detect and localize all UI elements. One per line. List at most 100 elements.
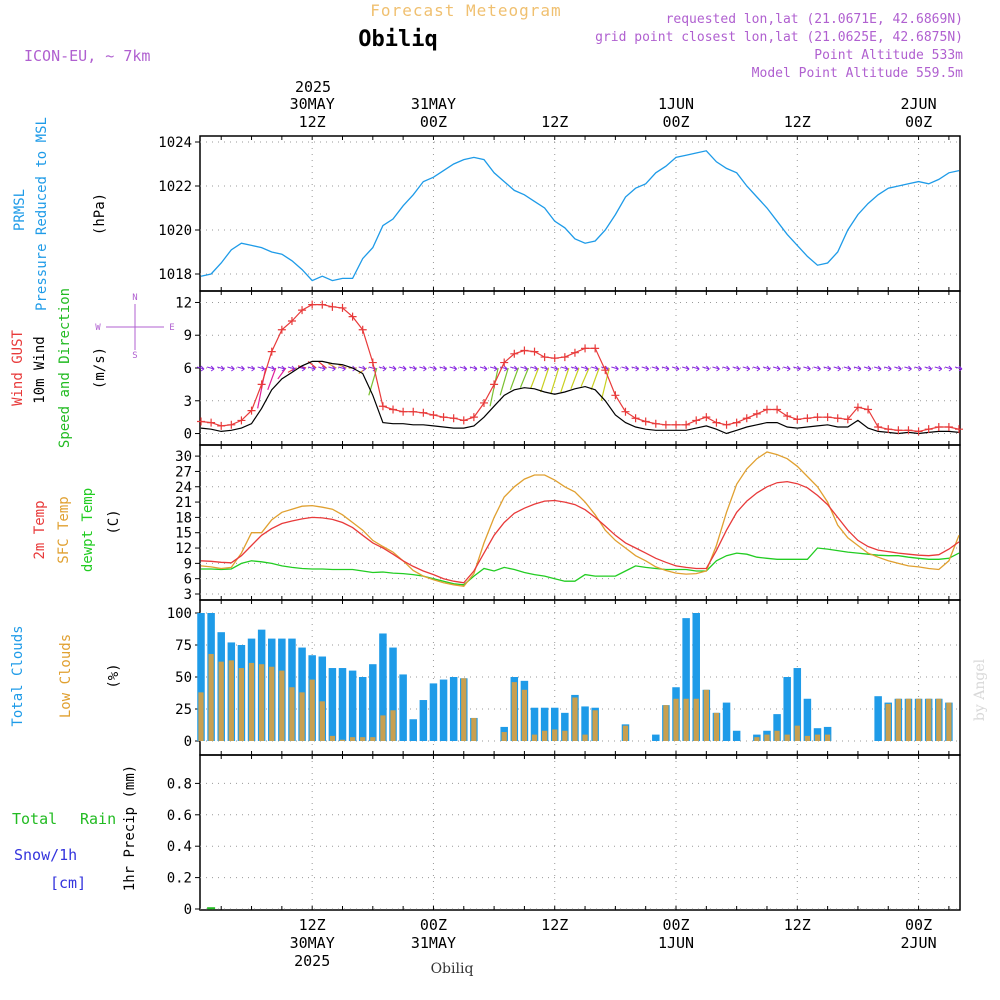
low-cloud-bar [329,735,336,741]
precip-label-total: Total [12,810,57,828]
gust-marker [803,414,812,423]
gust-marker [368,358,377,367]
y-tick-label: 21 [175,495,192,511]
gust-marker [449,414,458,423]
low-cloud-bar [915,698,922,741]
total-cloud-bar [338,668,347,741]
bottom-date-label: 2JUN [901,934,937,952]
footer-location: Obiliq [431,961,474,977]
temp-label-1: 2m Temp [32,500,48,559]
direction-arrow [813,365,821,372]
direction-arrow [429,365,437,372]
y-tick-label: 3 [184,587,192,603]
gust-marker [530,347,539,356]
direction-arrow [308,365,316,372]
gust-marker [409,407,418,416]
gust-marker [217,421,226,430]
y-tick-label: 0.2 [167,871,192,887]
low-cloud-bar [259,664,265,741]
low-cloud-bar [390,710,396,741]
compass-s: S [132,351,137,361]
direction-arrow [287,365,296,372]
pressure-frame [199,135,961,292]
direction-arrow [520,365,528,372]
total-cloud-bar [369,664,377,741]
gust-marker [934,422,943,431]
low-cloud-bar [238,668,245,741]
low-cloud-bar [673,698,679,741]
gust-marker [843,415,852,424]
y-tick-label: 50 [175,670,192,686]
total-cloud-bar [389,647,397,741]
direction-hatch [540,367,550,393]
total-cloud-bar [358,677,367,741]
gust-marker [308,300,317,309]
y-tick-label: 6 [184,361,192,377]
gust-marker [813,413,822,422]
wind-speed-line [200,360,960,435]
gust-marker [479,398,488,407]
top-hour-label: 00Z [420,113,447,131]
cloud-unit: (%) [106,663,122,688]
total-cloud-bar [379,633,387,741]
gust-marker [510,349,519,358]
gust-marker [257,380,266,389]
low-cloud-bar [521,689,528,741]
temp-dew-line [201,547,960,586]
wind-labels: Wind GUST 10m Wind Speed and Direction (… [10,288,175,448]
gust-marker [287,317,296,326]
direction-arrow [934,365,943,372]
direction-hatch [600,367,610,401]
bottom-date-label: 30MAY [290,934,335,952]
cloud-label-1: Total Clouds [10,625,26,726]
top-hour-label: 12Z [299,113,326,131]
y-tick-label: 27 [175,464,192,480]
gust-marker [490,380,499,389]
compass-n: N [132,293,137,303]
direction-arrow [712,365,720,372]
low-cloud-bar [703,689,709,741]
direction-arrow [752,365,761,372]
low-cloud-bar [946,702,952,741]
temperature-frame [199,444,961,601]
gust-marker [247,406,256,415]
direction-arrow [550,365,559,372]
direction-arrow [894,365,902,372]
low-cloud-bar [622,725,629,741]
y-tick-label: 1020 [158,223,192,239]
direction-arrow [479,365,488,372]
direction-arrow [439,365,447,372]
temp-unit: (C) [106,509,122,534]
gust-marker [601,366,610,375]
direction-arrow [944,365,953,372]
direction-arrow [419,365,427,372]
total-cloud-bar [540,707,549,741]
direction-arrow [954,365,963,372]
top-hour-label: 00Z [662,113,689,131]
direction-arrow [570,365,579,372]
gust-marker [732,418,741,427]
low-cloud-bar [542,730,548,741]
gust-marker [439,413,448,422]
low-cloud-bar [804,735,811,741]
y-tick-label: 0 [184,427,192,443]
direction-arrow [651,365,660,372]
point-altitude: Point Altitude 533m [814,48,963,63]
gust-marker [500,358,509,367]
top-hour-label: 12Z [541,113,568,131]
gust-marker [682,420,691,429]
low-cloud-bar [461,678,467,741]
low-cloud-bar [248,662,255,741]
low-cloud-bar [572,697,578,741]
direction-arrow [328,365,336,372]
gust-marker [672,420,681,429]
wind-direction-arrows [196,365,963,372]
direction-arrow [742,365,751,372]
temp-label-3: dewpt Temp [80,488,96,572]
compass-icon: N S W E [95,293,174,361]
low-cloud-bar [794,725,800,741]
direction-hatch [529,367,540,389]
direction-arrow [409,365,417,372]
direction-hatch [328,363,337,369]
